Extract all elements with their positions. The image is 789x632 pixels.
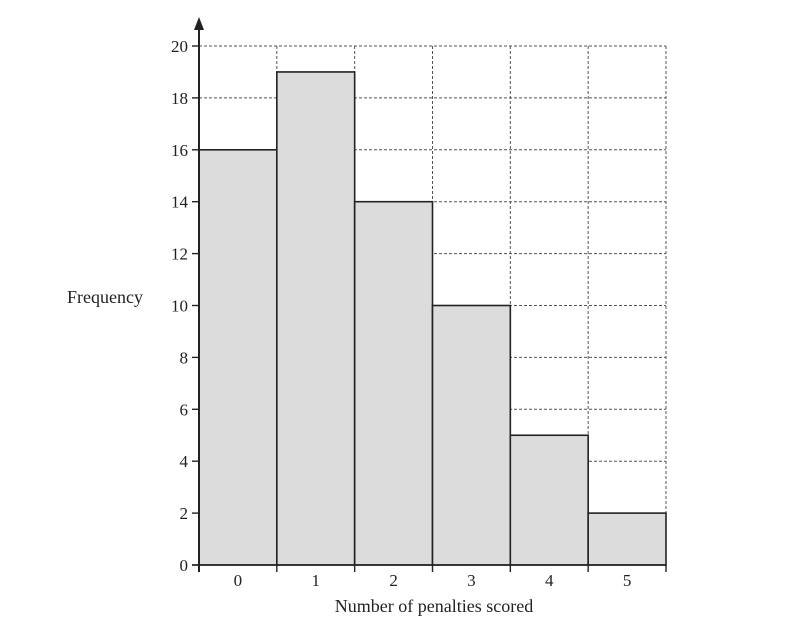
y-axis-arrow-icon <box>194 17 204 30</box>
x-tick-label: 0 <box>234 571 243 590</box>
bar <box>587 512 667 566</box>
y-tick-label: 14 <box>171 193 189 212</box>
y-tick-label: 16 <box>171 141 188 160</box>
bars <box>198 71 667 566</box>
y-tick-label: 18 <box>171 89 188 108</box>
y-tick-label: 6 <box>180 400 189 419</box>
bar <box>353 200 434 566</box>
x-axis-title: Number of penalties scored <box>335 596 533 616</box>
y-tick-label: 2 <box>180 504 189 523</box>
bar <box>276 71 356 566</box>
y-axis-title: Frequency <box>67 287 143 307</box>
bar <box>509 434 589 566</box>
y-tick-label: 12 <box>171 245 188 264</box>
y-tick-label: 10 <box>171 297 188 316</box>
bar <box>198 149 278 566</box>
x-tick-label: 3 <box>467 571 476 590</box>
axes <box>192 17 666 572</box>
y-tick-label: 4 <box>180 452 189 471</box>
x-tick-label: 5 <box>623 571 632 590</box>
x-tick-label: 1 <box>312 571 321 590</box>
bar <box>431 304 512 566</box>
y-tick-label: 0 <box>180 556 189 575</box>
x-tick-label: 4 <box>545 571 554 590</box>
y-tick-label: 8 <box>180 348 189 367</box>
y-tick-label: 20 <box>171 37 188 56</box>
x-tick-label: 2 <box>389 571 398 590</box>
